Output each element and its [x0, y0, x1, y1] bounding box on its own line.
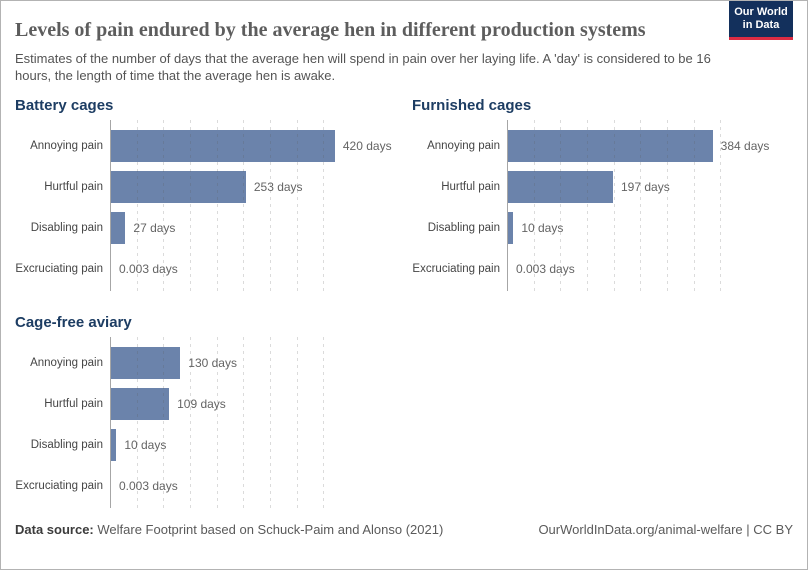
value-label: 27 days [133, 220, 176, 235]
y-axis-line [110, 120, 111, 291]
bar-row: Hurtful pain 253 days [15, 166, 412, 207]
bar-cell: 109 days [110, 383, 412, 424]
category-label: Annoying pain [30, 356, 103, 369]
bar-row: Disabling pain 10 days [412, 207, 793, 248]
value-label: 384 days [720, 138, 770, 153]
facet-title: Furnished cages [412, 97, 532, 114]
category-label: Disabling pain [30, 438, 103, 451]
owid-logo-line1: Our World [734, 6, 788, 18]
data-source: Data source: Welfare Footprint based on … [15, 522, 443, 537]
category-label: Hurtful pain [44, 397, 103, 410]
bar-cell: 0.003 days [507, 248, 793, 289]
value-label: 197 days [621, 179, 670, 194]
y-axis-line [507, 120, 508, 291]
value-label: 420 days [342, 138, 392, 153]
charts-grid: Battery cages Annoying pain 420 days Hurtfu… [15, 96, 793, 508]
bar [508, 211, 514, 244]
category-label: Disabling pain [427, 221, 500, 234]
footer-citation: OurWorldInData.org/animal-welfare | CC B… [538, 522, 793, 537]
bar-row: Hurtful pain 109 days [15, 383, 412, 424]
facet-furnished-cages: Furnished cages Annoying pain 384 days Hurt… [412, 96, 793, 291]
bar-row: Disabling pain 27 days [15, 207, 412, 248]
bar-row: Annoying pain 384 days [412, 125, 793, 166]
data-source-text: Welfare Footprint based on Schuck-Paim a… [97, 522, 444, 537]
category-label: Hurtful pain [44, 180, 103, 193]
value-label: 10 days [521, 220, 564, 235]
facet-title: Cage-free aviary [15, 314, 132, 331]
bar-cell: 420 days [110, 125, 412, 166]
bar-cell: 27 days [110, 207, 412, 248]
bar-row: Excruciating pain 0.003 days [412, 248, 793, 289]
bar [508, 129, 713, 162]
value-label: 0.003 days [119, 261, 178, 276]
facet-title: Battery cages [15, 97, 114, 114]
chart-title: Levels of pain endured by the average he… [15, 19, 646, 41]
bar-cell: 130 days [110, 342, 412, 383]
value-label: 0.003 days [119, 478, 178, 493]
bar-row: Annoying pain 420 days [15, 125, 412, 166]
bar [111, 211, 126, 244]
facet-plot: Annoying pain 130 days Hurtful pain 109 day… [15, 337, 412, 508]
owid-logo-line2: in Data [742, 19, 780, 31]
bar-row: Excruciating pain 0.003 days [15, 248, 412, 289]
data-source-label: Data source: [15, 522, 94, 537]
bar-cell: 384 days [507, 125, 793, 166]
value-label: 109 days [177, 396, 226, 411]
bar-row: Disabling pain 10 days [15, 424, 412, 465]
facet-battery-cages: Battery cages Annoying pain 420 days Hurtfu… [15, 96, 412, 291]
category-label: Hurtful pain [441, 180, 500, 193]
category-label: Excruciating pain [15, 262, 103, 275]
facet-cage-free-aviary: Cage-free aviary Annoying pain 130 days Hur… [15, 313, 412, 508]
category-label: Annoying pain [30, 139, 103, 152]
bar-row: Hurtful pain 197 days [412, 166, 793, 207]
bar-cell: 0.003 days [110, 465, 412, 506]
bar [111, 428, 117, 461]
bar-cell: 10 days [507, 207, 793, 248]
category-label: Excruciating pain [15, 479, 103, 492]
bar-cell: 0.003 days [110, 248, 412, 289]
bar [111, 387, 170, 420]
chart-footer: Data source: Welfare Footprint based on … [15, 522, 793, 537]
bar-row: Excruciating pain 0.003 days [15, 465, 412, 506]
value-label: 0.003 days [516, 261, 575, 276]
chart-subtitle: Estimates of the number of days that the… [15, 51, 711, 83]
value-label: 253 days [253, 179, 303, 194]
bar-cell: 197 days [507, 166, 793, 207]
value-label: 10 days [124, 437, 167, 452]
bar [508, 170, 613, 203]
value-label: 130 days [188, 355, 237, 370]
bar-row: Annoying pain 130 days [15, 342, 412, 383]
owid-logo: Our World in Data [729, 1, 793, 40]
facet-plot: Annoying pain 384 days Hurtful pain 197 day… [412, 120, 793, 291]
category-label: Disabling pain [30, 221, 103, 234]
bar-cell: 253 days [110, 166, 412, 207]
facet-plot: Annoying pain 420 days Hurtful pain 253 day… [15, 120, 412, 291]
bar [111, 129, 335, 162]
chart-header: Levels of pain endured by the average he… [15, 1, 793, 84]
bar-cell: 10 days [110, 424, 412, 465]
bar [111, 346, 181, 379]
category-label: Excruciating pain [412, 262, 500, 275]
y-axis-line [110, 337, 111, 508]
category-label: Annoying pain [427, 139, 500, 152]
bar [111, 170, 246, 203]
